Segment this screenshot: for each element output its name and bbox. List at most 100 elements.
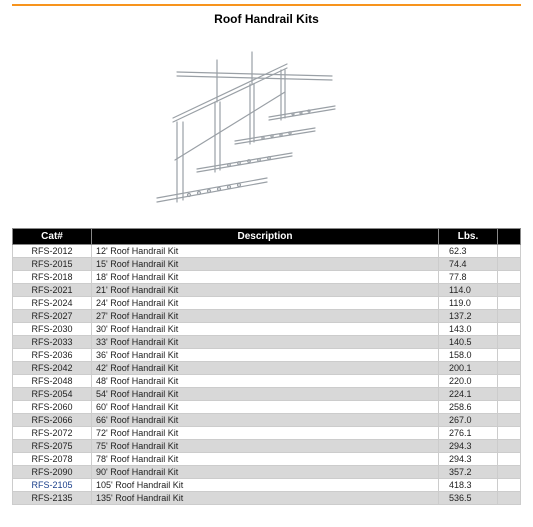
cell-desc: 105' Roof Handrail Kit [92, 479, 439, 492]
table-row: RFS-209090' Roof Handrail Kit357.2 [13, 466, 521, 479]
cell-tail [498, 323, 521, 336]
table-row: RFS-203030' Roof Handrail Kit143.0 [13, 323, 521, 336]
cell-tail [498, 336, 521, 349]
cell-tail [498, 375, 521, 388]
table-row: RFS-202424' Roof Handrail Kit119.0 [13, 297, 521, 310]
col-tail [498, 229, 521, 245]
cell-desc: 30' Roof Handrail Kit [92, 323, 439, 336]
table-row: RFS-202727' Roof Handrail Kit137.2 [13, 310, 521, 323]
cell-lbs: 357.2 [439, 466, 498, 479]
cell-tail [498, 271, 521, 284]
cell-desc: 90' Roof Handrail Kit [92, 466, 439, 479]
cell-cat: RFS-2060 [13, 401, 92, 414]
cell-tail [498, 362, 521, 375]
cell-cat: RFS-2042 [13, 362, 92, 375]
cell-cat: RFS-2036 [13, 349, 92, 362]
cell-tail [498, 479, 521, 492]
table-row: RFS-207272' Roof Handrail Kit276.1 [13, 427, 521, 440]
cell-lbs: 119.0 [439, 297, 498, 310]
cell-tail [498, 427, 521, 440]
page-title: Roof Handrail Kits [0, 12, 533, 26]
cell-lbs: 140.5 [439, 336, 498, 349]
cell-tail [498, 349, 521, 362]
product-diagram-wrap [0, 28, 533, 228]
cell-tail [498, 414, 521, 427]
col-cat: Cat# [13, 229, 92, 245]
cell-desc: 72' Roof Handrail Kit [92, 427, 439, 440]
cell-cat: RFS-2024 [13, 297, 92, 310]
cell-lbs: 536.5 [439, 492, 498, 505]
cell-tail [498, 297, 521, 310]
cell-desc: 135' Roof Handrail Kit [92, 492, 439, 505]
cell-tail [498, 401, 521, 414]
cell-lbs: 258.6 [439, 401, 498, 414]
cell-desc: 48' Roof Handrail Kit [92, 375, 439, 388]
cell-lbs: 114.0 [439, 284, 498, 297]
table-row: RFS-201515' Roof Handrail Kit74.4 [13, 258, 521, 271]
cell-cat: RFS-2033 [13, 336, 92, 349]
cell-lbs: 77.8 [439, 271, 498, 284]
col-desc: Description [92, 229, 439, 245]
cell-desc: 36' Roof Handrail Kit [92, 349, 439, 362]
cell-cat: RFS-2078 [13, 453, 92, 466]
cell-tail [498, 310, 521, 323]
table-row: RFS-204848' Roof Handrail Kit220.0 [13, 375, 521, 388]
cell-desc: 15' Roof Handrail Kit [92, 258, 439, 271]
cell-desc: 75' Roof Handrail Kit [92, 440, 439, 453]
cell-lbs: 294.3 [439, 453, 498, 466]
cell-cat: RFS-2048 [13, 375, 92, 388]
col-lbs: Lbs. [439, 229, 498, 245]
cell-cat: RFS-2015 [13, 258, 92, 271]
table-row: RFS-203636' Roof Handrail Kit158.0 [13, 349, 521, 362]
cell-desc: 33' Roof Handrail Kit [92, 336, 439, 349]
cell-tail [498, 492, 521, 505]
cell-tail [498, 258, 521, 271]
table-row: RFS-206666' Roof Handrail Kit267.0 [13, 414, 521, 427]
cell-lbs: 267.0 [439, 414, 498, 427]
cell-cat: RFS-2030 [13, 323, 92, 336]
handrail-diagram [117, 32, 417, 222]
cell-desc: 54' Roof Handrail Kit [92, 388, 439, 401]
cell-lbs: 158.0 [439, 349, 498, 362]
cell-desc: 27' Roof Handrail Kit [92, 310, 439, 323]
table-row: RFS-207878' Roof Handrail Kit294.3 [13, 453, 521, 466]
cell-cat: RFS-2027 [13, 310, 92, 323]
table-row: RFS-202121' Roof Handrail Kit114.0 [13, 284, 521, 297]
cell-tail [498, 284, 521, 297]
cell-cat: RFS-2066 [13, 414, 92, 427]
cell-tail [498, 388, 521, 401]
cell-desc: 21' Roof Handrail Kit [92, 284, 439, 297]
cell-cat: RFS-2105 [13, 479, 92, 492]
cell-tail [498, 453, 521, 466]
cell-desc: 42' Roof Handrail Kit [92, 362, 439, 375]
product-table: Cat# Description Lbs. RFS-201212' Roof H… [12, 228, 521, 505]
cell-lbs: 224.1 [439, 388, 498, 401]
cell-tail [498, 466, 521, 479]
cell-lbs: 220.0 [439, 375, 498, 388]
cell-lbs: 200.1 [439, 362, 498, 375]
cell-cat: RFS-2021 [13, 284, 92, 297]
table-row: RFS-206060' Roof Handrail Kit258.6 [13, 401, 521, 414]
cell-desc: 12' Roof Handrail Kit [92, 245, 439, 258]
table-row: RFS-205454' Roof Handrail Kit224.1 [13, 388, 521, 401]
cell-cat: RFS-2072 [13, 427, 92, 440]
cell-lbs: 276.1 [439, 427, 498, 440]
cell-lbs: 62.3 [439, 245, 498, 258]
cell-desc: 78' Roof Handrail Kit [92, 453, 439, 466]
cell-cat: RFS-2075 [13, 440, 92, 453]
cell-desc: 66' Roof Handrail Kit [92, 414, 439, 427]
cell-lbs: 74.4 [439, 258, 498, 271]
cell-cat: RFS-2135 [13, 492, 92, 505]
cell-tail [498, 245, 521, 258]
cell-cat: RFS-2054 [13, 388, 92, 401]
table-header-row: Cat# Description Lbs. [13, 229, 521, 245]
cell-tail [498, 440, 521, 453]
table-row: RFS-2105105' Roof Handrail Kit418.3 [13, 479, 521, 492]
cell-cat: RFS-2018 [13, 271, 92, 284]
cell-lbs: 137.2 [439, 310, 498, 323]
accent-rule [12, 4, 521, 6]
table-row: RFS-201818' Roof Handrail Kit77.8 [13, 271, 521, 284]
cell-cat: RFS-2012 [13, 245, 92, 258]
cell-cat: RFS-2090 [13, 466, 92, 479]
cell-lbs: 418.3 [439, 479, 498, 492]
